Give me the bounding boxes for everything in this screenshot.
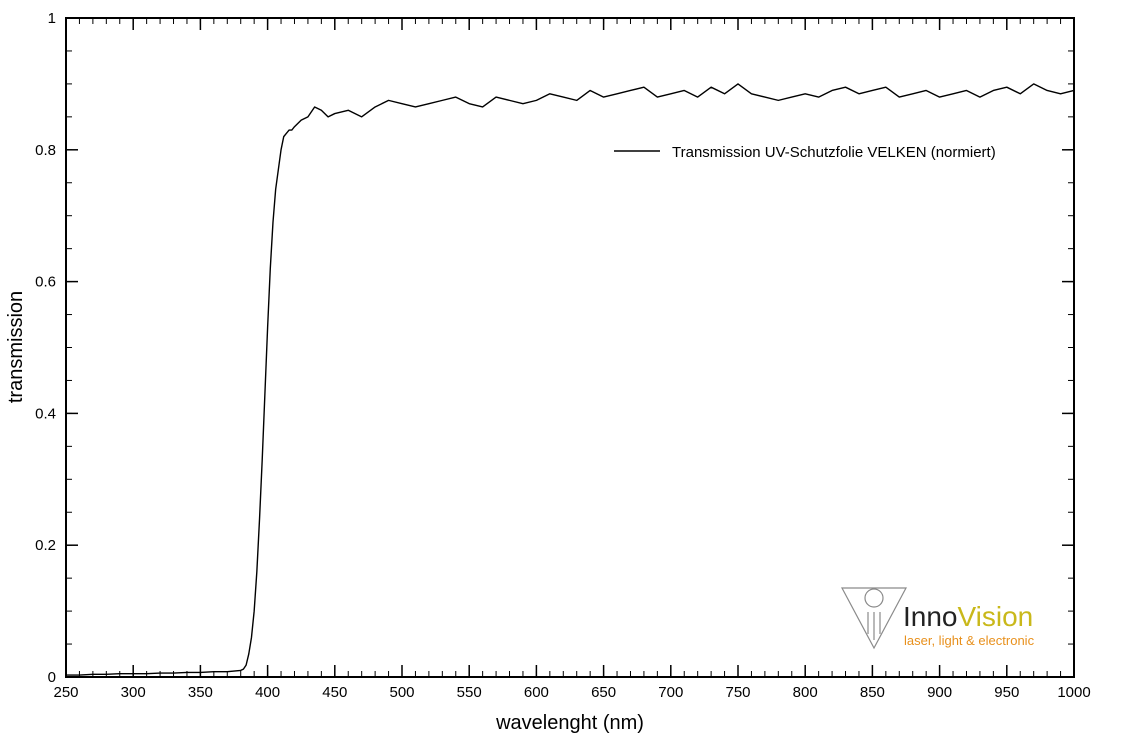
x-tick-label: 400: [255, 684, 280, 701]
plot-frame: [65, 17, 1075, 678]
x-tick-label: 600: [524, 684, 549, 701]
x-tick-label: 250: [53, 684, 78, 701]
x-tick-label: 650: [591, 684, 616, 701]
logo-name-part1: Inno: [903, 601, 958, 632]
x-tick-label: 850: [860, 684, 885, 701]
logo-name-part2: Vision: [958, 601, 1034, 632]
y-tick-label: 0.4: [35, 405, 56, 422]
y-tick-label: 1: [48, 10, 56, 27]
x-axis-title: wavelenght (nm): [495, 712, 644, 734]
legend: Transmission UV-Schutzfolie VELKEN (norm…: [614, 144, 996, 161]
x-tick-label: 950: [994, 684, 1019, 701]
x-tick-label: 800: [793, 684, 818, 701]
y-tick-label: 0.2: [35, 537, 56, 554]
logo-tagline: laser, light & electronic: [904, 633, 1035, 648]
y-tick-label: 0.6: [35, 274, 56, 291]
plot-area: [65, 17, 1075, 678]
y-axis-title: transmission: [5, 291, 27, 403]
svg-text:InnoVision: InnoVision: [903, 601, 1033, 632]
x-tick-label: 700: [658, 684, 683, 701]
y-tick-label: 0.8: [35, 142, 56, 159]
x-axis: 250 300 350 400 450 500 550 600 650 700 750 800 850 9…: [53, 18, 1091, 701]
x-tick-label: 1000: [1057, 684, 1090, 701]
x-tick-label: 350: [188, 684, 213, 701]
x-tick-label: 750: [725, 684, 750, 701]
x-tick-label: 550: [457, 684, 482, 701]
y-axis: 0 0.2 0.4 0.6 0.8 1: [35, 10, 1074, 686]
logo-triangle-icon: [841, 587, 907, 650]
y-tick-label: 0: [48, 669, 56, 686]
x-tick-label: 450: [322, 684, 347, 701]
innovision-logo: InnoVision laser, light & electronic: [841, 587, 1035, 650]
series-line: [66, 83, 1075, 676]
x-tick-label: 500: [389, 684, 414, 701]
x-tick-label: 900: [927, 684, 952, 701]
legend-label: Transmission UV-Schutzfolie VELKEN (norm…: [672, 144, 996, 161]
x-tick-label: 300: [121, 684, 146, 701]
